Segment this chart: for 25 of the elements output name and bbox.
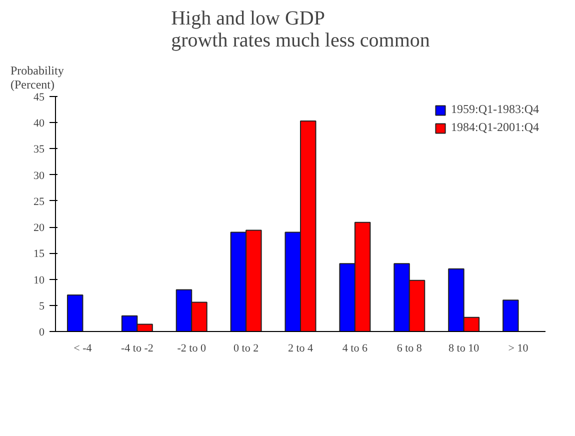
chart-title: High and low GDP growth rates much less common xyxy=(171,8,430,52)
y-tick-label: 40 xyxy=(34,118,45,130)
legend-label: 1959:Q1-1983:Q4 xyxy=(451,102,539,117)
x-tick-label: 6 to 8 xyxy=(396,342,422,354)
y-tick-label: 0 xyxy=(39,326,45,338)
x-tick-label: 0 to 2 xyxy=(234,342,259,354)
x-tick-label: -4 to -2 xyxy=(120,342,154,354)
y-tick-label: 30 xyxy=(34,170,45,182)
x-tick-label: 8 to 10 xyxy=(448,342,480,354)
x-tick-label: 4 to 6 xyxy=(342,342,368,354)
y-tick-label: 20 xyxy=(34,222,45,234)
y-tick-label: 35 xyxy=(34,144,45,156)
bar xyxy=(502,300,519,332)
bar xyxy=(66,294,84,332)
y-tick-label: 5 xyxy=(39,300,45,312)
y-tick-label: 45 xyxy=(34,92,45,104)
y-tick-label: 15 xyxy=(34,248,45,260)
x-tick-label: > 10 xyxy=(508,342,529,354)
legend-label: 1984:Q1-2001:Q4 xyxy=(451,120,539,135)
y-axis-title: Probability (Percent) xyxy=(10,64,64,92)
x-tick-label: < -4 xyxy=(74,342,92,354)
y-tick-label: 10 xyxy=(34,274,45,286)
y-tick-label: 25 xyxy=(34,196,45,208)
x-tick-label: 2 to 4 xyxy=(288,342,314,354)
x-tick-label: -2 to 0 xyxy=(177,342,206,354)
